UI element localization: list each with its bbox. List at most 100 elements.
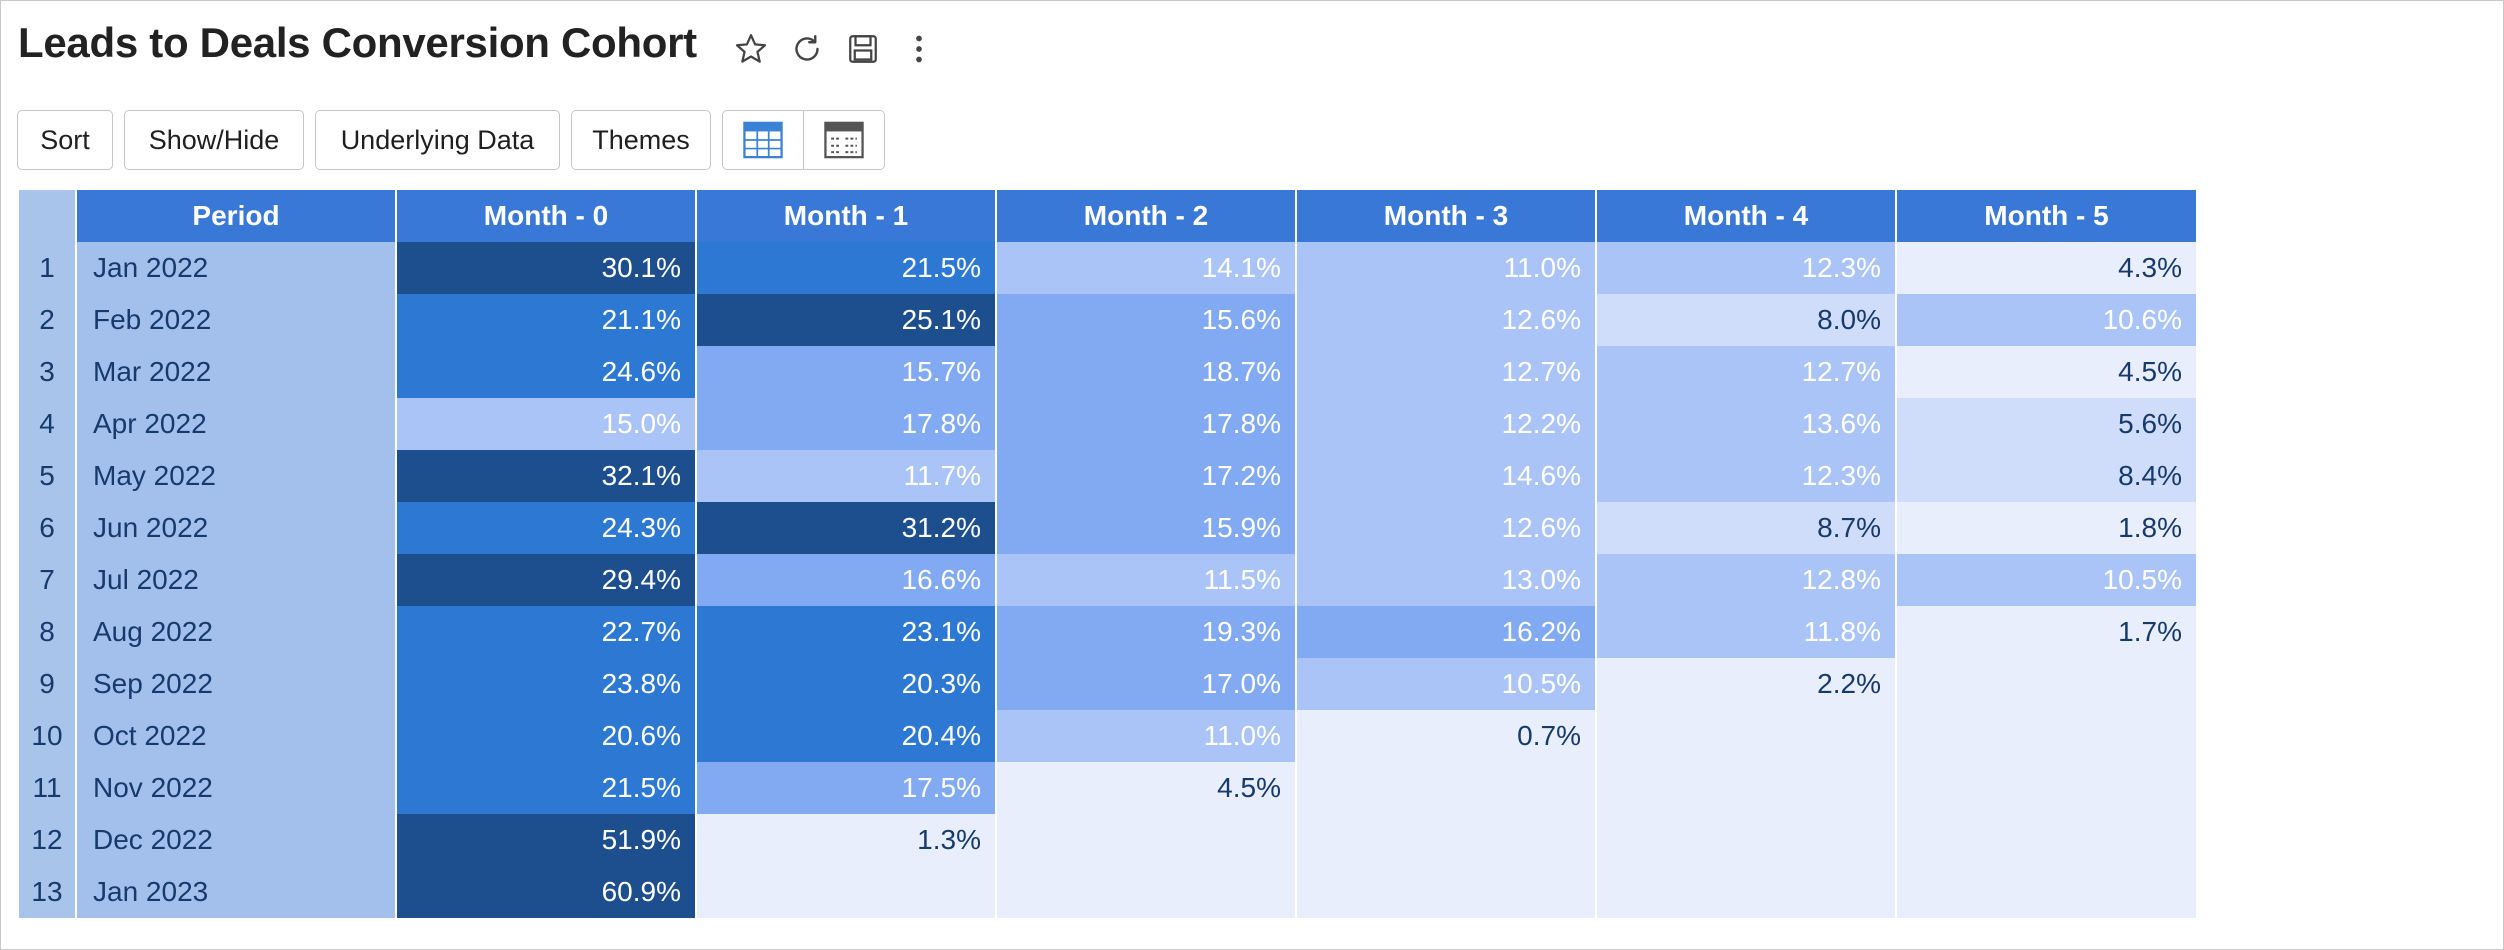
- table-row: 5 May 2022 32.1% 11.7% 17.2% 14.6% 12.3% 8.4%: [19, 450, 2196, 502]
- row-number: 8: [19, 606, 77, 658]
- row-number: 1: [19, 242, 77, 294]
- cohort-table-container: Period Month - 0 Month - 1 Month - 2 Mon…: [19, 190, 2196, 918]
- period-cell: Aug 2022: [75, 606, 396, 658]
- column-header-month-1[interactable]: Month - 1: [695, 190, 996, 242]
- cohort-cell-month-4: [1595, 762, 1896, 814]
- table-row: 9 Sep 2022 23.8% 20.3% 17.0% 10.5% 2.2%: [19, 658, 2196, 710]
- cohort-cell-month-4: [1595, 814, 1896, 866]
- cohort-cell-month-0: 24.3%: [395, 502, 696, 554]
- table-row: 4 Apr 2022 15.0% 17.8% 17.8% 12.2% 13.6% 5.6%: [19, 398, 2196, 450]
- cohort-cell-month-5: 8.4%: [1895, 450, 2196, 502]
- summary-view-button[interactable]: [803, 111, 884, 169]
- column-header-period[interactable]: Period: [75, 190, 396, 242]
- column-header-month-3[interactable]: Month - 3: [1295, 190, 1596, 242]
- cohort-cell-month-0: 29.4%: [395, 554, 696, 606]
- save-icon[interactable]: [843, 29, 883, 69]
- table-row: 3 Mar 2022 24.6% 15.7% 18.7% 12.7% 12.7% 4.5%: [19, 346, 2196, 398]
- show-hide-button[interactable]: Show/Hide: [124, 110, 304, 170]
- cohort-cell-month-4: 12.7%: [1595, 346, 1896, 398]
- cohort-cell-month-0: 15.0%: [395, 398, 696, 450]
- cohort-cell-month-1: 11.7%: [695, 450, 996, 502]
- row-number: 6: [19, 502, 77, 554]
- cohort-cell-month-0: 32.1%: [395, 450, 696, 502]
- row-number-header: [19, 190, 76, 242]
- cohort-cell-month-3: 16.2%: [1295, 606, 1596, 658]
- row-number: 12: [19, 814, 77, 866]
- view-toggle: [722, 110, 885, 170]
- cohort-table: Period Month - 0 Month - 1 Month - 2 Mon…: [19, 190, 2196, 918]
- report-toolbar: Sort Show/Hide Underlying Data Themes: [17, 109, 885, 171]
- cohort-cell-month-5: 4.5%: [1895, 346, 2196, 398]
- row-number: 13: [19, 866, 77, 918]
- cohort-cell-month-3: 14.6%: [1295, 450, 1596, 502]
- table-row: 10 Oct 2022 20.6% 20.4% 11.0% 0.7%: [19, 710, 2196, 762]
- sort-button[interactable]: Sort: [17, 110, 113, 170]
- cohort-cell-month-1: 17.5%: [695, 762, 996, 814]
- column-header-month-2[interactable]: Month - 2: [995, 190, 1296, 242]
- cohort-cell-month-3: 12.6%: [1295, 502, 1596, 554]
- cohort-cell-month-5: 1.8%: [1895, 502, 2196, 554]
- row-number: 4: [19, 398, 77, 450]
- period-cell: Feb 2022: [75, 294, 396, 346]
- table-row: 11 Nov 2022 21.5% 17.5% 4.5%: [19, 762, 2196, 814]
- period-cell: Sep 2022: [75, 658, 396, 710]
- row-number: 7: [19, 554, 77, 606]
- period-cell: Jan 2023: [75, 866, 396, 918]
- table-row: 7 Jul 2022 29.4% 16.6% 11.5% 13.0% 12.8% 10.5%: [19, 554, 2196, 606]
- cohort-cell-month-3: 12.7%: [1295, 346, 1596, 398]
- cohort-cell-month-2: 19.3%: [995, 606, 1296, 658]
- cohort-cell-month-2: [995, 814, 1296, 866]
- cohort-cell-month-3: [1295, 762, 1596, 814]
- cohort-cell-month-4: 2.2%: [1595, 658, 1896, 710]
- cohort-cell-month-2: 15.6%: [995, 294, 1296, 346]
- cohort-cell-month-0: 20.6%: [395, 710, 696, 762]
- table-row: 13 Jan 2023 60.9%: [19, 866, 2196, 918]
- cohort-cell-month-2: 17.8%: [995, 398, 1296, 450]
- row-number: 11: [19, 762, 77, 814]
- cohort-cell-month-2: 4.5%: [995, 762, 1296, 814]
- report-title: Leads to Deals Conversion Cohort: [18, 19, 697, 66]
- cohort-cell-month-3: 11.0%: [1295, 242, 1596, 294]
- cohort-cell-month-1: [695, 866, 996, 918]
- row-number: 10: [19, 710, 77, 762]
- table-view-button[interactable]: [723, 111, 803, 169]
- cohort-cell-month-2: 18.7%: [995, 346, 1296, 398]
- cohort-cell-month-3: 13.0%: [1295, 554, 1596, 606]
- star-icon[interactable]: [731, 29, 771, 69]
- table-view-icon: [743, 121, 783, 159]
- period-cell: Mar 2022: [75, 346, 396, 398]
- cohort-cell-month-4: 12.8%: [1595, 554, 1896, 606]
- cohort-cell-month-4: 8.7%: [1595, 502, 1896, 554]
- title-actions: [731, 27, 939, 71]
- cohort-cell-month-2: 11.5%: [995, 554, 1296, 606]
- more-vertical-icon[interactable]: [899, 29, 939, 69]
- column-header-month-0[interactable]: Month - 0: [395, 190, 696, 242]
- cohort-cell-month-3: 12.6%: [1295, 294, 1596, 346]
- period-cell: Jun 2022: [75, 502, 396, 554]
- cohort-cell-month-4: [1595, 710, 1896, 762]
- table-row: 6 Jun 2022 24.3% 31.2% 15.9% 12.6% 8.7% 1.8%: [19, 502, 2196, 554]
- underlying-data-button[interactable]: Underlying Data: [315, 110, 560, 170]
- refresh-icon[interactable]: [787, 29, 827, 69]
- period-cell: Oct 2022: [75, 710, 396, 762]
- column-header-month-4[interactable]: Month - 4: [1595, 190, 1896, 242]
- cohort-cell-month-1: 23.1%: [695, 606, 996, 658]
- cohort-cell-month-0: 60.9%: [395, 866, 696, 918]
- cohort-cell-month-0: 24.6%: [395, 346, 696, 398]
- themes-button[interactable]: Themes: [571, 110, 711, 170]
- summary-view-icon: [824, 121, 864, 159]
- table-row: 12 Dec 2022 51.9% 1.3%: [19, 814, 2196, 866]
- cohort-cell-month-4: 13.6%: [1595, 398, 1896, 450]
- cohort-cell-month-4: 8.0%: [1595, 294, 1896, 346]
- cohort-cell-month-2: 17.2%: [995, 450, 1296, 502]
- column-header-month-5[interactable]: Month - 5: [1895, 190, 2196, 242]
- cohort-cell-month-3: 12.2%: [1295, 398, 1596, 450]
- cohort-cell-month-1: 1.3%: [695, 814, 996, 866]
- cohort-cell-month-2: 11.0%: [995, 710, 1296, 762]
- period-cell: Dec 2022: [75, 814, 396, 866]
- cohort-cell-month-5: 10.6%: [1895, 294, 2196, 346]
- period-cell: Jul 2022: [75, 554, 396, 606]
- row-number: 3: [19, 346, 77, 398]
- cohort-cell-month-4: 12.3%: [1595, 242, 1896, 294]
